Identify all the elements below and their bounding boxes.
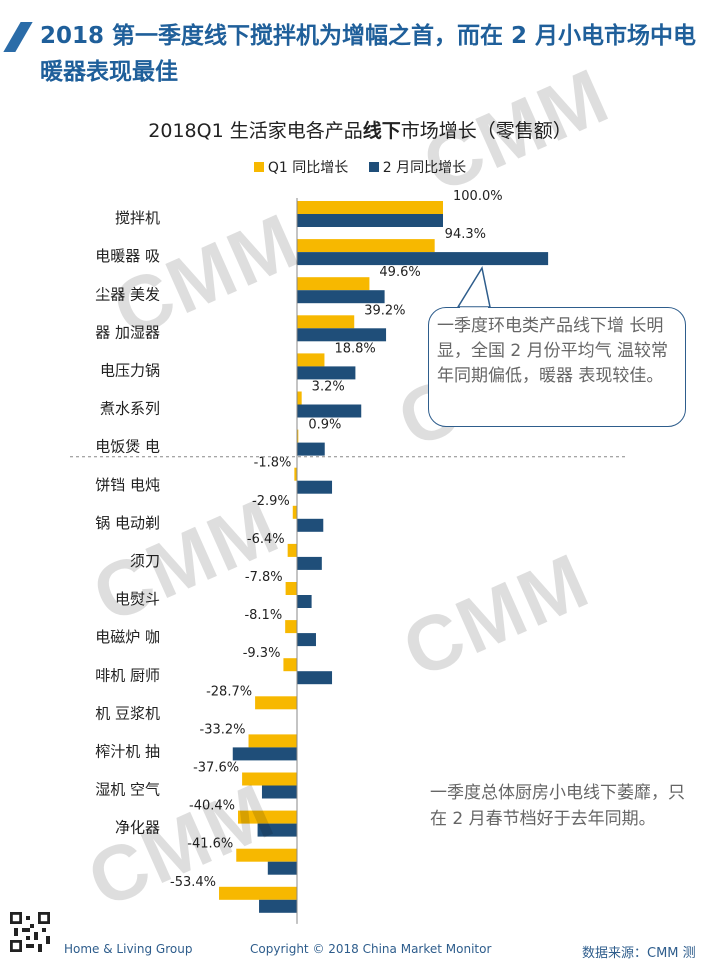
bar-feb — [297, 290, 385, 304]
bar-q1 — [255, 696, 297, 710]
legend-swatch-q1 — [253, 162, 264, 172]
bar-q1 — [297, 277, 370, 291]
data-label-q1: -53.4% — [170, 875, 216, 890]
footer-center: Copyright © 2018 China Market Monitor — [250, 942, 492, 956]
bar-q1 — [219, 886, 297, 900]
category-label: 电熨斗 — [115, 590, 160, 608]
data-label-q1: -33.2% — [200, 722, 246, 737]
bar-feb — [297, 404, 362, 418]
bar-feb — [297, 633, 316, 647]
bar-q1 — [297, 201, 443, 214]
page-title: 2018 第一季度线下搅拌机为增幅之首，而在 2 月小电市场中电暖器表现最佳 — [40, 23, 697, 85]
legend-item-feb: 2 月同比增长 — [368, 157, 467, 177]
data-label-q1: -8.1% — [244, 608, 282, 623]
bar-q1 — [297, 315, 355, 329]
category-label: 电磁炉 咖 — [95, 628, 160, 646]
data-label-q1: -9.3% — [243, 646, 281, 661]
category-label: 电压力锅 — [100, 361, 160, 379]
data-label-q1: 49.6% — [379, 265, 420, 280]
bar-q1 — [238, 810, 297, 824]
bar-q1 — [297, 239, 435, 253]
bar-q1 — [285, 620, 297, 634]
chart-title: 2018Q1 生活家电各产品线下市场增长（零售额） — [0, 116, 720, 143]
footer-left: Home & Living Group — [64, 942, 193, 956]
data-label-q1: 0.9% — [308, 418, 341, 433]
category-label: 电饭煲 电 — [95, 438, 160, 456]
bar-q1 — [248, 734, 297, 748]
bar-q1 — [292, 505, 297, 519]
bar-q1 — [287, 543, 297, 557]
data-label-q1: -1.8% — [254, 456, 292, 471]
bar-feb — [297, 328, 387, 342]
legend-swatch-feb — [368, 162, 379, 172]
data-label-q1: 3.2% — [312, 380, 345, 395]
bar-q1 — [297, 353, 325, 367]
category-label: 净化器 — [115, 819, 160, 837]
data-label-q1: -28.7% — [206, 684, 252, 699]
bar-q1 — [297, 391, 302, 405]
bar-q1 — [285, 582, 297, 595]
category-label: 电暖器 吸 — [95, 247, 160, 265]
data-label-q1: 18.8% — [334, 341, 375, 356]
data-label-q1: -41.6% — [187, 837, 233, 852]
data-label-q1: -40.4% — [189, 799, 235, 814]
category-label: 锅 电动剃 — [95, 514, 160, 532]
chart-title-pre: 2018Q1 生活家电各产品 — [148, 120, 363, 142]
bar-feb — [267, 861, 297, 875]
bar-q1 — [242, 772, 297, 786]
chart-legend: Q1 同比增长 2 月同比增长 — [0, 157, 720, 177]
category-label: 饼铛 电炖 — [95, 476, 160, 494]
bar-feb — [297, 595, 312, 608]
bar-feb — [297, 556, 322, 570]
category-label: 须刀 — [130, 552, 160, 570]
category-label: 湿机 空气 — [95, 781, 160, 799]
bar-feb — [297, 442, 325, 456]
bar-q1 — [283, 658, 297, 672]
category-label: 榨汁机 抽 — [95, 742, 160, 760]
bar-feb — [297, 480, 333, 494]
title-bar: 2018 第一季度线下搅拌机为增幅之首，而在 2 月小电市场中电暖器表现最佳 — [0, 0, 720, 92]
chart-title-post: 市场增长（零售额） — [400, 120, 572, 142]
bar-feb — [297, 518, 324, 532]
bar-q1 — [236, 848, 297, 862]
data-label-q1: -2.9% — [252, 494, 290, 509]
category-label: 煮水系列 — [100, 400, 160, 418]
legend-label-feb: 2 月同比增长 — [382, 160, 467, 176]
callout-box: 一季度环电类产品线下增 长明显，全国 2 月份平均气 温较常年同期偏低，暖器 表… — [428, 307, 686, 427]
chart-title-bold: 线下 — [362, 120, 401, 142]
bar-feb — [297, 214, 443, 227]
category-label: 机 豆浆机 — [95, 704, 160, 722]
legend-label-q1: Q1 同比增长 — [267, 160, 349, 176]
footer-right: 数据来源：CMM 测 — [582, 946, 696, 961]
qr-code-icon — [10, 912, 50, 952]
bar-q1 — [297, 429, 299, 443]
data-label-q1: 100.0% — [453, 189, 503, 204]
category-label: 器 加湿器 — [95, 323, 160, 341]
bar-feb — [297, 252, 549, 266]
bar-feb — [297, 671, 333, 685]
bar-feb — [259, 899, 297, 913]
category-label: 啡机 厨师 — [95, 666, 160, 684]
bar-feb — [257, 823, 297, 837]
legend-item-q1: Q1 同比增长 — [253, 157, 349, 177]
category-label: 尘器 美发 — [95, 285, 160, 303]
data-label-q1: 94.3% — [445, 227, 486, 242]
data-label-q1: -37.6% — [193, 761, 239, 776]
data-label-q1: -6.4% — [247, 532, 285, 547]
bar-q1 — [294, 467, 297, 481]
summary-note: 一季度总体厨房小电线下萎靡，只在 2 月春节档好于去年同期。 — [430, 783, 685, 829]
data-label-q1: 39.2% — [364, 303, 405, 318]
data-label-q1: -7.8% — [245, 570, 283, 585]
bar-feb — [297, 366, 356, 380]
bar-feb — [261, 785, 297, 799]
category-label: 搅拌机 — [115, 209, 160, 227]
bar-feb — [232, 747, 297, 761]
